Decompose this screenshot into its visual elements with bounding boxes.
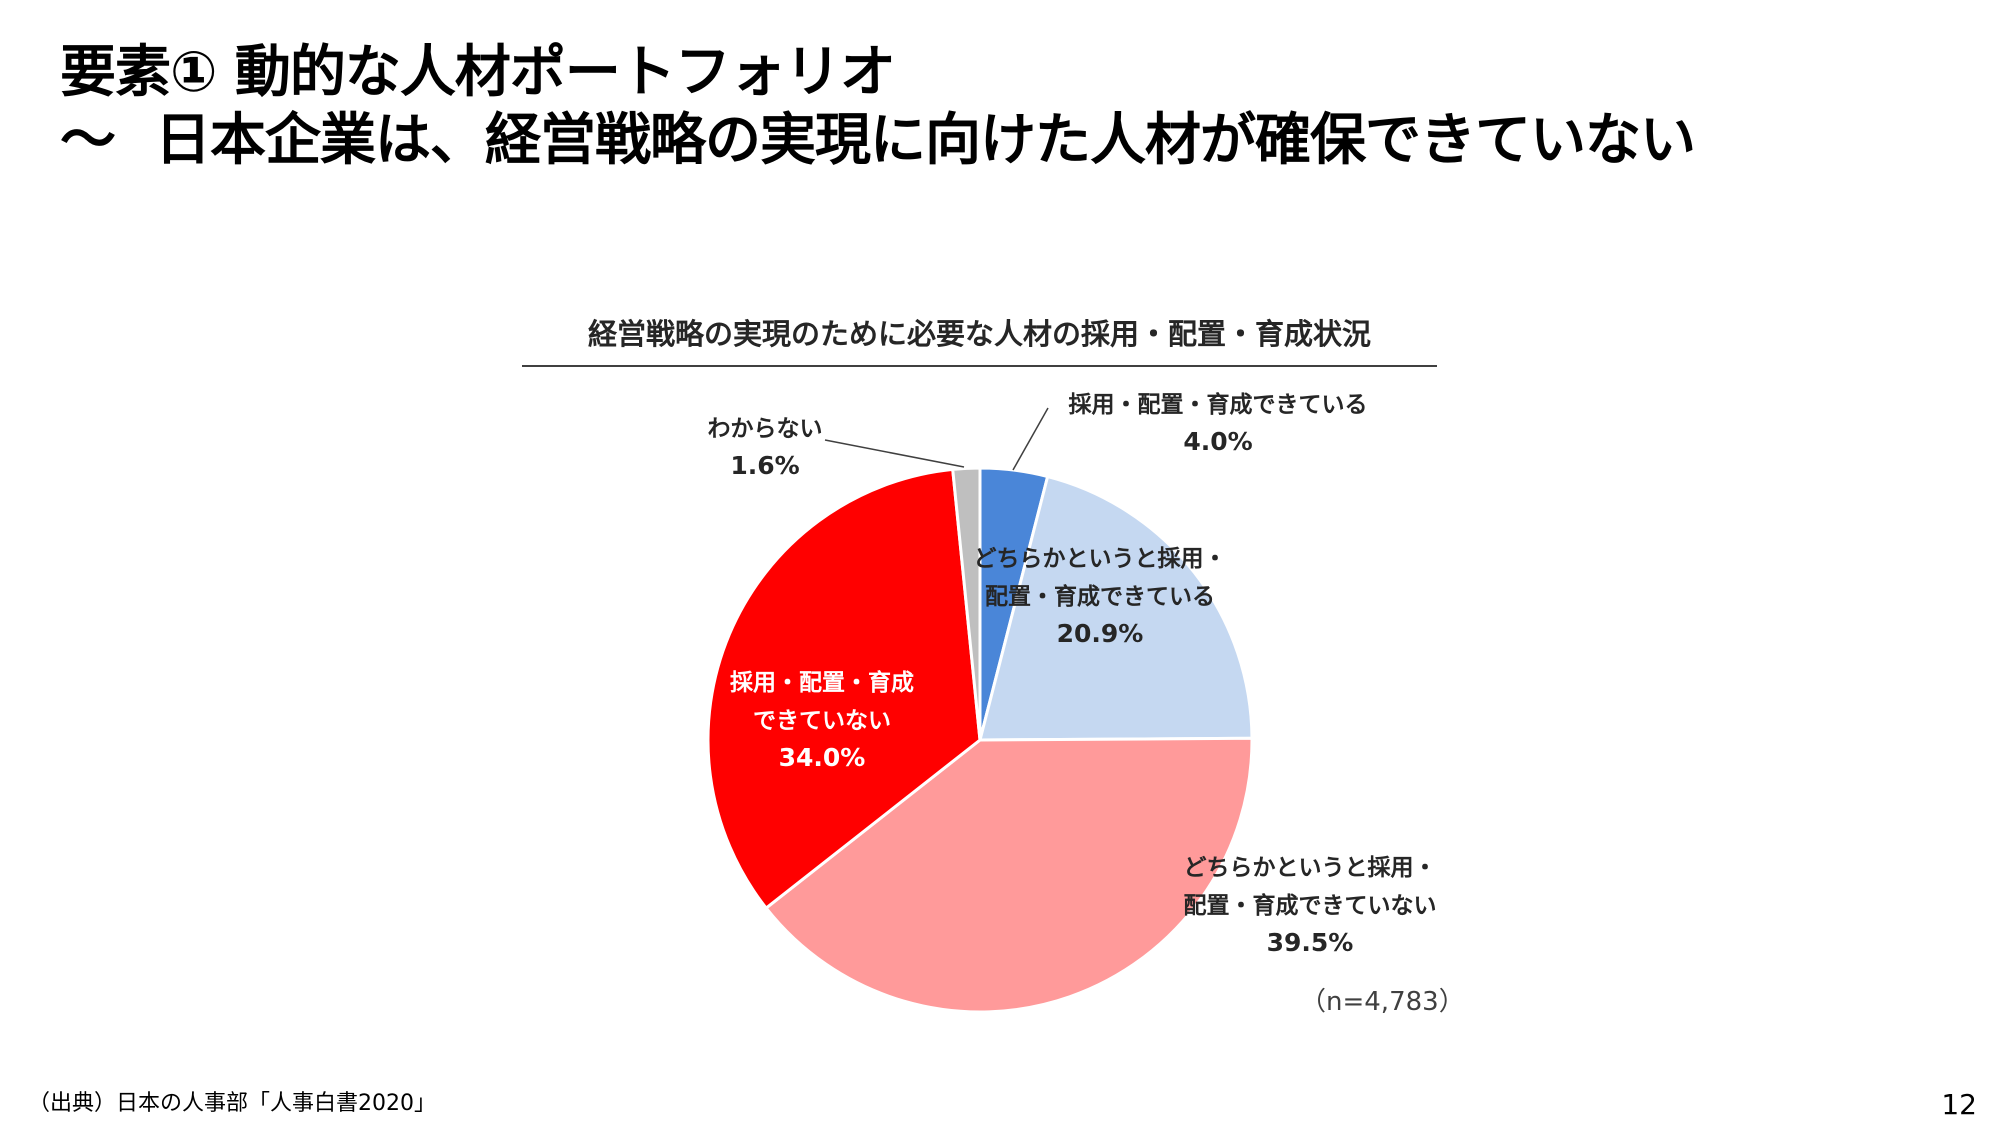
- slice-value-label: 34.0%: [779, 743, 866, 772]
- sample-size-note: （n=4,783）: [1300, 987, 1465, 1017]
- slide-title-line2: ～ 日本企業は、経営戦略の実現に向けた人材が確保できていない: [60, 108, 1696, 174]
- slide-title: 要素① 動的な人材ポートフォリオ ～ 日本企業は、経営戦略の実現に向けた人材が確保…: [60, 40, 1696, 174]
- pie-slice: [764, 736, 1254, 1014]
- chart-title-underline: [522, 365, 1437, 367]
- slice-label: 配置・育成できている: [985, 583, 1215, 610]
- slice-label: どちらかというと採用・: [1184, 855, 1437, 881]
- slice-label: 配置・育成できていない: [1184, 892, 1437, 919]
- pie-slice: [951, 466, 982, 741]
- slice-value-label: 39.5%: [1267, 928, 1354, 957]
- leader-line: [824, 439, 965, 468]
- slice-value-label: 1.6%: [730, 451, 799, 480]
- slide-subtitle: 日本企業は、経営戦略の実現に向けた人材が確保できていない: [155, 108, 1696, 173]
- title-tilde: ～: [60, 108, 116, 173]
- slice-label: わからない: [708, 416, 823, 442]
- pie-slice: [978, 474, 1254, 742]
- page-number: 12: [1941, 1088, 1977, 1121]
- chart-title: 経営戦略の実現のために必要な人材の採用・配置・育成状況: [587, 317, 1371, 351]
- slide-title-line1: 要素① 動的な人材ポートフォリオ: [60, 40, 896, 105]
- slice-label: できていない: [753, 708, 891, 734]
- slice-label: 採用・配置・育成できている: [1069, 391, 1368, 418]
- slice-value-label: 4.0%: [1183, 427, 1252, 456]
- source-citation: （出典）日本の人事部「人事白書2020」: [28, 1091, 436, 1116]
- slice-value-label: 20.9%: [1057, 619, 1144, 648]
- slice-label: 採用・配置・育成: [730, 669, 914, 696]
- slice-label: どちらかというと採用・: [974, 546, 1227, 572]
- leader-line: [1012, 407, 1049, 471]
- pie-slice: [706, 467, 982, 911]
